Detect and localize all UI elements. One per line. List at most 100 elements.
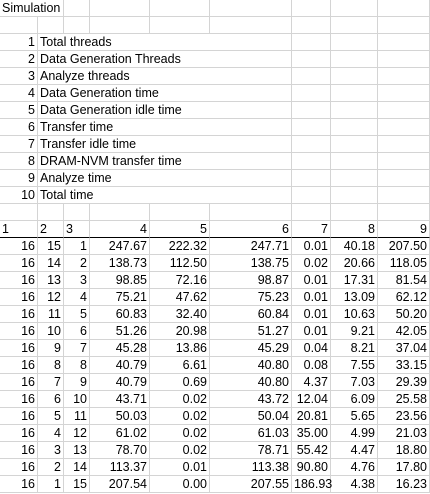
empty-cell[interactable] (38, 204, 64, 221)
data-cell[interactable]: 16 (0, 323, 38, 340)
data-cell[interactable]: 6.09 (331, 391, 378, 408)
empty-cell[interactable] (378, 68, 430, 85)
data-cell[interactable]: 4.76 (331, 459, 378, 476)
data-cell[interactable]: 0.02 (150, 442, 210, 459)
empty-cell[interactable] (331, 0, 378, 17)
empty-cell[interactable] (331, 85, 378, 102)
data-cell[interactable]: 29.39 (378, 374, 430, 391)
data-cell[interactable]: 20.81 (292, 408, 331, 425)
data-cell[interactable]: 61.02 (90, 425, 150, 442)
data-cell[interactable]: 4.38 (331, 476, 378, 493)
data-cell[interactable]: 0.01 (292, 289, 331, 306)
data-cell[interactable]: 32.40 (150, 306, 210, 323)
legend-label-cell[interactable]: DRAM-NVM transfer time (38, 153, 292, 170)
data-cell[interactable]: 13 (38, 272, 64, 289)
data-cell[interactable]: 113.38 (210, 459, 292, 476)
empty-cell[interactable] (292, 51, 331, 68)
empty-cell[interactable] (90, 17, 150, 34)
data-cell[interactable]: 16 (0, 340, 38, 357)
data-cell[interactable]: 43.72 (210, 391, 292, 408)
sheet-title-cell[interactable]: Simulation (0, 0, 64, 17)
data-cell[interactable]: 11 (64, 408, 90, 425)
data-cell[interactable]: 0.01 (292, 323, 331, 340)
empty-cell[interactable] (292, 153, 331, 170)
data-cell[interactable]: 17.31 (331, 272, 378, 289)
data-cell[interactable]: 72.16 (150, 272, 210, 289)
data-cell[interactable]: 75.23 (210, 289, 292, 306)
data-cell[interactable]: 0.02 (150, 425, 210, 442)
empty-cell[interactable] (378, 119, 430, 136)
empty-cell[interactable] (38, 17, 64, 34)
data-cell[interactable]: 10 (64, 391, 90, 408)
empty-cell[interactable] (331, 204, 378, 221)
empty-cell[interactable] (378, 0, 430, 17)
data-cell[interactable]: 2 (64, 255, 90, 272)
empty-cell[interactable] (150, 204, 210, 221)
data-cell[interactable]: 14 (38, 255, 64, 272)
legend-number-cell[interactable]: 9 (0, 170, 38, 187)
data-cell[interactable]: 45.29 (210, 340, 292, 357)
legend-number-cell[interactable]: 6 (0, 119, 38, 136)
data-cell[interactable]: 98.87 (210, 272, 292, 289)
data-cell[interactable]: 42.05 (378, 323, 430, 340)
data-cell[interactable]: 17.80 (378, 459, 430, 476)
data-cell[interactable]: 0.01 (292, 306, 331, 323)
empty-cell[interactable] (64, 0, 90, 17)
data-cell[interactable]: 45.28 (90, 340, 150, 357)
empty-cell[interactable] (378, 51, 430, 68)
empty-cell[interactable] (210, 0, 292, 17)
legend-number-cell[interactable]: 8 (0, 153, 38, 170)
data-cell[interactable]: 138.75 (210, 255, 292, 272)
data-cell[interactable]: 61.03 (210, 425, 292, 442)
data-cell[interactable]: 51.27 (210, 323, 292, 340)
empty-cell[interactable] (150, 0, 210, 17)
data-cell[interactable]: 113.37 (90, 459, 150, 476)
data-cell[interactable]: 0.02 (150, 408, 210, 425)
data-cell[interactable]: 13.86 (150, 340, 210, 357)
data-cell[interactable]: 18.80 (378, 442, 430, 459)
empty-cell[interactable] (64, 17, 90, 34)
data-cell[interactable]: 40.80 (210, 374, 292, 391)
column-header-cell[interactable]: 1 (0, 221, 38, 238)
data-cell[interactable]: 90.80 (292, 459, 331, 476)
data-cell[interactable]: 15 (64, 476, 90, 493)
empty-cell[interactable] (292, 170, 331, 187)
data-cell[interactable]: 16 (0, 459, 38, 476)
empty-cell[interactable] (331, 102, 378, 119)
data-cell[interactable]: 118.05 (378, 255, 430, 272)
empty-cell[interactable] (292, 85, 331, 102)
data-cell[interactable]: 16 (0, 425, 38, 442)
empty-cell[interactable] (210, 17, 292, 34)
data-cell[interactable]: 7 (38, 374, 64, 391)
data-cell[interactable]: 3 (38, 442, 64, 459)
data-cell[interactable]: 16.23 (378, 476, 430, 493)
empty-cell[interactable] (292, 68, 331, 85)
data-cell[interactable]: 33.15 (378, 357, 430, 374)
data-cell[interactable]: 78.71 (210, 442, 292, 459)
data-cell[interactable]: 247.67 (90, 238, 150, 255)
data-cell[interactable]: 25.58 (378, 391, 430, 408)
data-cell[interactable]: 16 (0, 374, 38, 391)
data-cell[interactable]: 40.79 (90, 374, 150, 391)
empty-cell[interactable] (331, 17, 378, 34)
data-cell[interactable]: 7 (64, 340, 90, 357)
data-cell[interactable]: 0.04 (292, 340, 331, 357)
data-cell[interactable]: 98.85 (90, 272, 150, 289)
data-cell[interactable]: 8 (64, 357, 90, 374)
data-cell[interactable]: 0.00 (150, 476, 210, 493)
data-cell[interactable]: 5 (38, 408, 64, 425)
data-cell[interactable]: 12 (64, 425, 90, 442)
legend-number-cell[interactable]: 4 (0, 85, 38, 102)
empty-cell[interactable] (378, 34, 430, 51)
legend-number-cell[interactable]: 2 (0, 51, 38, 68)
empty-cell[interactable] (331, 119, 378, 136)
empty-cell[interactable] (64, 204, 90, 221)
data-cell[interactable]: 50.03 (90, 408, 150, 425)
column-header-cell[interactable]: 3 (64, 221, 90, 238)
empty-cell[interactable] (331, 34, 378, 51)
data-cell[interactable]: 0.69 (150, 374, 210, 391)
data-cell[interactable]: 247.71 (210, 238, 292, 255)
legend-label-cell[interactable]: Total time (38, 187, 292, 204)
data-cell[interactable]: 21.03 (378, 425, 430, 442)
data-cell[interactable]: 4 (38, 425, 64, 442)
